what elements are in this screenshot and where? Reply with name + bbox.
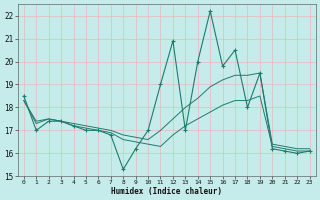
X-axis label: Humidex (Indice chaleur): Humidex (Indice chaleur) [111, 187, 222, 196]
